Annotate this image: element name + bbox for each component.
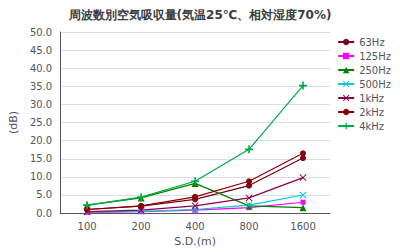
svg-text:30.0: 30.0 — [30, 99, 52, 110]
svg-text:400: 400 — [186, 221, 205, 232]
svg-text:15.0: 15.0 — [30, 153, 52, 164]
svg-text:125Hz: 125Hz — [359, 51, 391, 62]
svg-text:100: 100 — [78, 221, 97, 232]
svg-text:35.0: 35.0 — [30, 81, 52, 92]
svg-text:(dB): (dB) — [7, 111, 20, 134]
svg-text:2kHz: 2kHz — [359, 107, 384, 118]
svg-text:200: 200 — [132, 221, 151, 232]
svg-text:4kHz: 4kHz — [359, 121, 384, 132]
svg-text:S.D.(m): S.D.(m) — [174, 235, 216, 248]
svg-text:40.0: 40.0 — [30, 63, 52, 74]
svg-text:50.0: 50.0 — [30, 27, 52, 38]
svg-text:5.0: 5.0 — [36, 189, 52, 200]
svg-text:800: 800 — [240, 221, 259, 232]
svg-text:20.0: 20.0 — [30, 135, 52, 146]
svg-text:0.0: 0.0 — [36, 208, 52, 219]
svg-text:250Hz: 250Hz — [359, 65, 391, 76]
svg-text:25.0: 25.0 — [30, 117, 52, 128]
svg-text:45.0: 45.0 — [30, 45, 52, 56]
svg-text:1kHz: 1kHz — [359, 93, 384, 104]
svg-text:63Hz: 63Hz — [359, 37, 385, 48]
svg-text:500Hz: 500Hz — [359, 79, 391, 90]
svg-text:1600: 1600 — [290, 221, 315, 232]
svg-text:周波数別空気吸収量(気温25℃、相対湿度70%): 周波数別空気吸収量(気温25℃、相対湿度70%) — [68, 8, 332, 22]
svg-text:10.0: 10.0 — [30, 171, 52, 182]
